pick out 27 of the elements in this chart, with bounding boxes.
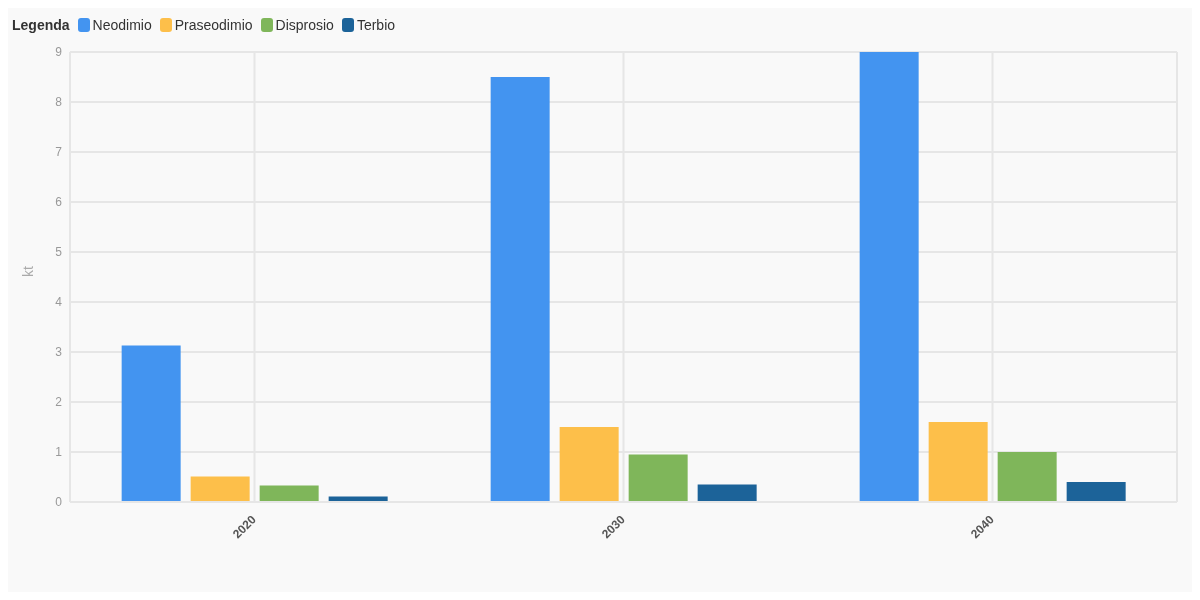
- y-tick-label: 4: [55, 295, 63, 310]
- y-tick-label: 8: [55, 95, 63, 110]
- y-axis-title: kt: [19, 266, 36, 277]
- y-tick-label: 3: [55, 345, 63, 360]
- y-tick-label: 7: [55, 145, 63, 160]
- bar: [559, 427, 619, 502]
- bar: [997, 452, 1057, 502]
- bar: [121, 345, 181, 502]
- bar: [490, 77, 550, 502]
- bar: [859, 52, 919, 502]
- y-tick-label: 2: [55, 395, 63, 410]
- y-tick-label: 5: [55, 245, 63, 260]
- y-tick-label: 1: [55, 445, 63, 460]
- bar: [1066, 482, 1126, 502]
- legend-title: Legenda: [12, 17, 70, 33]
- legend-label: Neodimio: [92, 17, 152, 33]
- y-tick-label: 6: [55, 195, 63, 210]
- legend-label: Disprosio: [275, 17, 334, 33]
- legend-label: Praseodimio: [174, 17, 253, 33]
- bar: [928, 422, 988, 502]
- bar: [259, 485, 319, 502]
- y-tick-label: 0: [55, 495, 63, 510]
- legend-label: Terbio: [356, 17, 396, 33]
- bar: [697, 484, 757, 502]
- bar: [190, 476, 250, 502]
- y-tick-label: 9: [55, 45, 63, 60]
- bar: [628, 454, 688, 502]
